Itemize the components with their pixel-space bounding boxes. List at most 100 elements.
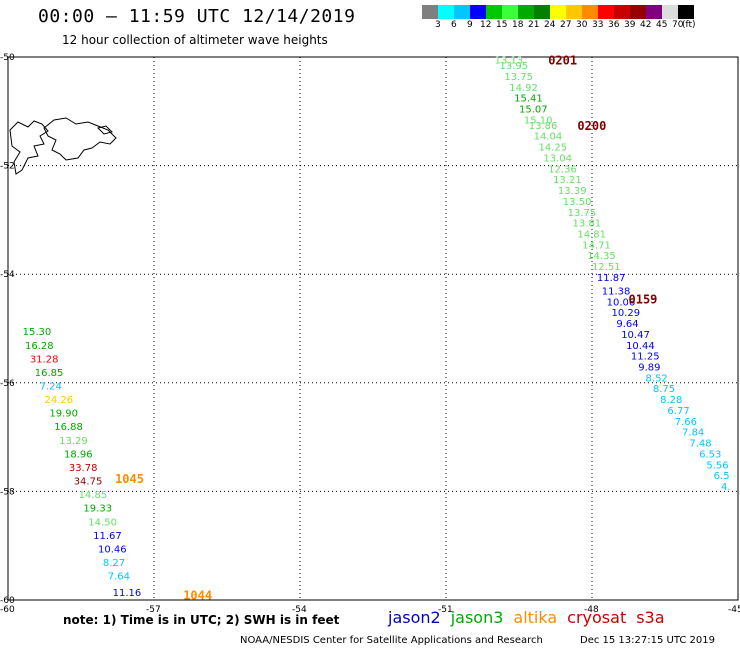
legend-swatch bbox=[422, 5, 438, 19]
legend-label: 70 bbox=[672, 20, 684, 30]
wave-height-label: 13.86 bbox=[529, 121, 558, 132]
wave-height-label: 7.48 bbox=[689, 439, 711, 450]
wave-height-label: 19.33 bbox=[83, 504, 112, 515]
y-tick-label: -50 bbox=[0, 53, 15, 63]
legend-swatch bbox=[630, 5, 646, 19]
legend-swatch bbox=[646, 5, 662, 19]
legend-swatch bbox=[582, 5, 598, 19]
wave-height-label: 12.51 bbox=[592, 262, 621, 273]
wave-height-label: 10.29 bbox=[611, 308, 640, 319]
x-tick-label: -57 bbox=[146, 605, 161, 615]
wave-height-label: 14.35 bbox=[587, 251, 616, 262]
legend-swatch bbox=[502, 5, 518, 19]
wave-height-label: 7.66 bbox=[675, 417, 697, 428]
legend-swatch bbox=[598, 5, 614, 19]
legend-label: 45 bbox=[656, 20, 668, 30]
satellite-cryosat: cryosat bbox=[567, 608, 627, 627]
satellite-legend: jason2 jason3 altika cryosat s3a bbox=[388, 608, 675, 627]
wave-height-label: 4. bbox=[721, 482, 731, 493]
legend-label: 18 bbox=[512, 20, 524, 30]
wave-height-label: 14.04 bbox=[534, 132, 563, 143]
legend-label: 33 bbox=[592, 20, 604, 30]
map-subtitle: 12 hour collection of altimeter wave hei… bbox=[62, 33, 328, 47]
legend-label: 27 bbox=[560, 20, 572, 30]
wave-height-label: 13.39 bbox=[558, 186, 587, 197]
wave-height-label: 9.64 bbox=[616, 319, 638, 330]
wave-height-label: 13.81 bbox=[573, 219, 602, 230]
wave-height-label: 16.28 bbox=[25, 341, 54, 352]
wave-height-label: 8.27 bbox=[103, 558, 125, 569]
footer-timestamp: Dec 15 13:27:15 UTC 2019 bbox=[580, 635, 715, 646]
wave-height-label: 15.41 bbox=[514, 94, 543, 105]
legend-label: 24 bbox=[544, 20, 556, 30]
legend-swatch bbox=[518, 5, 534, 19]
legend-swatch bbox=[614, 5, 630, 19]
wave-height-label: 14.81 bbox=[577, 229, 606, 240]
y-tick-label: -60 bbox=[0, 596, 15, 606]
legend-label: 15 bbox=[496, 20, 508, 30]
footer-note: note: 1) Time is in UTC; 2) SWH is in fe… bbox=[63, 613, 340, 627]
wave-height-label: 11.16 bbox=[113, 588, 142, 599]
wave-height-label: 13.75 bbox=[568, 208, 597, 219]
y-tick-label: -52 bbox=[0, 162, 15, 172]
wave-height-label: 33.78 bbox=[69, 463, 98, 474]
wave-height-label: 8.52 bbox=[646, 373, 668, 384]
legend-swatch bbox=[486, 5, 502, 19]
wave-height-label: 13.75 bbox=[504, 72, 533, 83]
time-label: 1045 bbox=[115, 472, 144, 486]
legend-label: 3 bbox=[435, 20, 441, 30]
wave-height-label: 13.50 bbox=[563, 197, 592, 208]
wave-height-label: 10.44 bbox=[626, 341, 655, 352]
legend-swatch bbox=[454, 5, 470, 19]
wave-height-label: 6.53 bbox=[699, 449, 721, 460]
wave-height-label: 13.04 bbox=[543, 153, 572, 164]
wave-height-label: 5.56 bbox=[706, 460, 728, 471]
legend-label: 36 bbox=[608, 20, 620, 30]
wave-height-label: 11.87 bbox=[597, 273, 626, 284]
falkland-islands-coast bbox=[97, 125, 113, 135]
wave-height-label: 14.71 bbox=[582, 240, 611, 251]
wave-height-label: 13.21 bbox=[553, 175, 582, 186]
wave-height-label: 8.28 bbox=[660, 395, 682, 406]
wave-height-label: 6.77 bbox=[667, 406, 689, 417]
legend-swatch bbox=[662, 5, 678, 19]
wave-height-label: 31.28 bbox=[30, 354, 59, 365]
wave-height-label: 7.24 bbox=[40, 382, 62, 393]
wave-height-label: 15.10 bbox=[524, 115, 553, 126]
y-tick-label: -58 bbox=[0, 487, 15, 497]
wave-height-label: 11.67 bbox=[93, 531, 122, 542]
wave-height-label: 13.95 bbox=[500, 61, 529, 72]
falkland-islands-coast bbox=[43, 117, 117, 161]
wave-height-label: 14.50 bbox=[88, 517, 117, 528]
legend-swatch bbox=[534, 5, 550, 19]
satellite-altika: altika bbox=[513, 608, 558, 627]
wave-height-label: 15.30 bbox=[23, 327, 52, 338]
wave-height-label: 9.89 bbox=[638, 363, 660, 374]
legend-swatch bbox=[566, 5, 582, 19]
wave-height-label: 18.96 bbox=[64, 449, 93, 460]
legend-label: (ft) bbox=[682, 20, 696, 30]
wave-height-label: 8.75 bbox=[653, 384, 675, 395]
satellite-jason2: jason2 bbox=[388, 608, 441, 627]
time-label: 0159 bbox=[629, 293, 658, 307]
wave-height-label: 12.36 bbox=[548, 164, 577, 175]
wave-height-label: 10.47 bbox=[621, 330, 650, 341]
falkland-islands-coast bbox=[9, 120, 49, 175]
legend-label: 42 bbox=[640, 20, 652, 30]
wave-height-label: 6.5 bbox=[714, 471, 730, 482]
x-tick-label: -51 bbox=[438, 605, 453, 615]
wave-height-label: 7.64 bbox=[108, 572, 130, 583]
time-label: 0200 bbox=[577, 119, 606, 133]
legend-label: 21 bbox=[528, 20, 540, 30]
x-tick-label: -60 bbox=[0, 605, 15, 615]
wave-height-label: 10.46 bbox=[98, 544, 127, 555]
wave-height-label: 34.75 bbox=[74, 477, 103, 488]
wave-height-label: 11.25 bbox=[631, 352, 660, 363]
wave-height-label: 16.85 bbox=[35, 368, 64, 379]
legend-label: 12 bbox=[480, 20, 492, 30]
legend-swatch bbox=[678, 5, 694, 19]
wave-height-label: 7.84 bbox=[682, 428, 704, 439]
legend-label: 6 bbox=[451, 20, 457, 30]
wave-height-label: 13.13 bbox=[495, 56, 524, 67]
